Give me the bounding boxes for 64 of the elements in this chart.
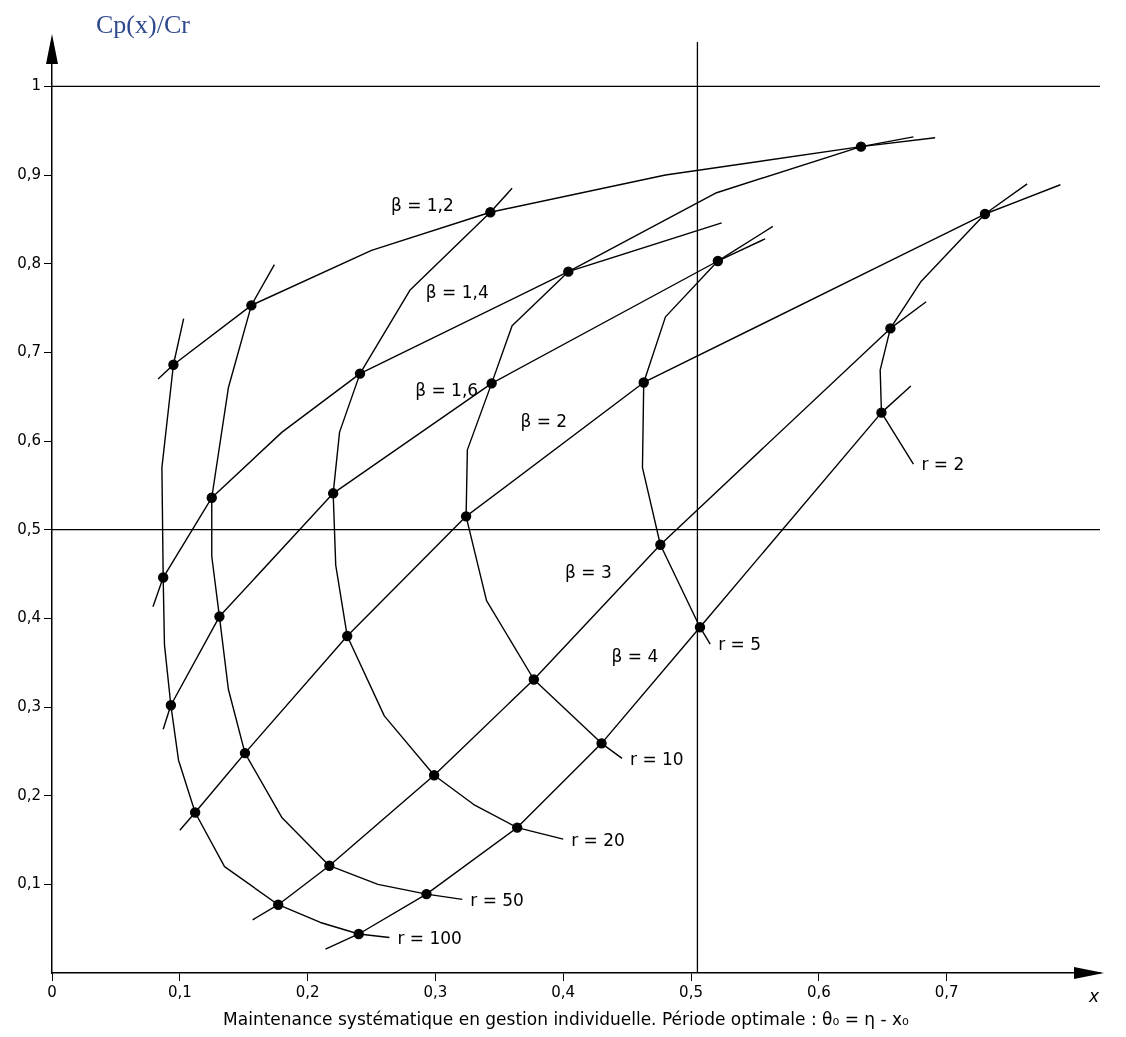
point (189, 807, 201, 818)
x-tick-label: 0,3 (423, 982, 448, 1001)
point (876, 407, 887, 418)
point (214, 611, 225, 622)
y-tick-label: 1 (31, 76, 41, 95)
y-tick-label: 0,8 (17, 253, 41, 272)
series-label: β = 2 (520, 410, 568, 431)
point (885, 323, 896, 334)
y-axis-title: Cp(x)/Cr (96, 9, 191, 39)
y-tick-label: 0,1 (17, 874, 41, 893)
point (421, 888, 432, 900)
series-label: β = 1,4 (425, 282, 489, 303)
series-label: β = 4 (611, 645, 659, 666)
y-tick-label: 0,2 (17, 785, 41, 804)
point (460, 511, 472, 522)
y-tick-label: 0,3 (17, 696, 41, 715)
y-tick-label: 0,7 (17, 342, 41, 361)
series-label: r = 2 (921, 454, 965, 475)
x-tick-label: 0,7 (934, 982, 959, 1001)
point (239, 747, 251, 759)
point (324, 860, 335, 871)
point (855, 141, 867, 152)
point (638, 377, 649, 388)
point (655, 539, 666, 550)
x-axis-title: x (1087, 985, 1100, 1006)
y-tick-label: 0,6 (17, 430, 41, 449)
point (273, 899, 284, 910)
series-label: r = 50 (470, 889, 524, 910)
point (246, 300, 257, 311)
point (694, 622, 706, 633)
y-tick-label: 0,9 (17, 164, 41, 183)
point (342, 630, 353, 642)
series-label: r = 20 (571, 829, 625, 850)
point (486, 378, 497, 389)
x-tick-label: 0,1 (167, 982, 192, 1001)
x-tick-label: 0 (47, 982, 57, 1001)
point (168, 359, 179, 370)
point (165, 700, 177, 711)
point (327, 488, 339, 499)
point (563, 266, 574, 277)
y-tick-label: 0,4 (17, 608, 41, 627)
x-tick-label: 0,4 (551, 982, 576, 1001)
x-tick-label: 0,2 (295, 982, 320, 1001)
point (512, 822, 523, 833)
point (485, 207, 496, 218)
point (979, 208, 991, 220)
point (712, 255, 724, 267)
point (353, 928, 364, 940)
series-label: β = 1,6 (415, 379, 479, 400)
series-label: r = 100 (397, 927, 462, 948)
point (428, 770, 440, 781)
x-tick-label: 0,5 (679, 982, 703, 1001)
point (206, 492, 217, 503)
point (596, 738, 607, 749)
point (354, 368, 366, 379)
x-tick-label: 0,6 (806, 982, 831, 1001)
point (157, 572, 169, 583)
y-tick-label: 0,5 (17, 519, 41, 538)
point (528, 674, 540, 685)
series-label: r = 10 (630, 748, 684, 769)
text: Maintenance systématique en gestion individuelle. Période optimale : θ₀ = η - x₀ (223, 1009, 910, 1029)
series-label: r = 5 (718, 634, 762, 655)
series-label: β = 1,2 (390, 194, 454, 215)
series-label: β = 3 (564, 562, 612, 583)
